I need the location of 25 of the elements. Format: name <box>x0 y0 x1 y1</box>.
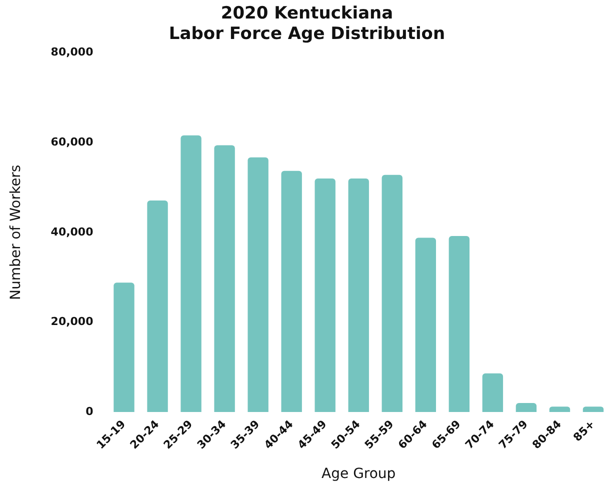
bar <box>516 403 537 412</box>
bar <box>281 170 302 412</box>
bar <box>582 406 604 412</box>
bar <box>348 178 369 412</box>
text: Labor Force Age Distribution <box>168 24 446 44</box>
bar <box>415 238 436 412</box>
bar <box>482 373 504 412</box>
bar <box>147 200 168 412</box>
bar <box>314 178 336 412</box>
y-tick-label: 20,000 <box>50 315 94 328</box>
bar <box>180 135 202 412</box>
bar <box>549 406 570 412</box>
bar <box>114 282 134 412</box>
bar <box>214 145 235 412</box>
y-tick-label: 40,000 <box>50 225 94 238</box>
x-tick-label: 85+ <box>570 418 598 444</box>
y-tick-label: 0 <box>86 404 94 418</box>
y-tick-label: 60,000 <box>50 135 94 148</box>
bar <box>448 236 470 412</box>
y-axis-title: Number of Workers <box>8 164 24 300</box>
x-axis-title: Age Group <box>322 466 396 482</box>
y-tick-label: 80,000 <box>50 46 94 59</box>
text: 2020 Kentuckiana <box>220 4 394 24</box>
bar <box>382 174 402 412</box>
bar <box>248 157 268 412</box>
